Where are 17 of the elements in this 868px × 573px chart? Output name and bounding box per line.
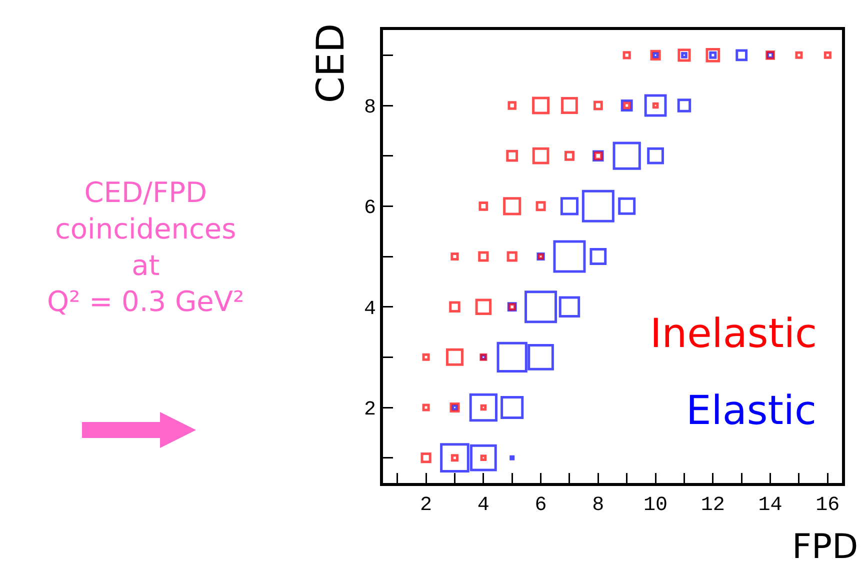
text: Elastic (686, 388, 817, 434)
x-tick-label: 8 (592, 494, 604, 517)
x-tick-label: 14 (758, 494, 782, 517)
x-tick-label: 10 (644, 494, 668, 517)
y-tick-label: 4 (364, 298, 376, 321)
x-tick-label: 16 (816, 494, 840, 517)
text: CED/FPD coincidences at Q² = 0.3 GeV² (47, 176, 244, 318)
x-axis-title: FPD (792, 527, 858, 567)
y-tick-label: 6 (364, 197, 376, 220)
y-tick-label: 8 (364, 96, 376, 120)
text: Inelastic (650, 311, 818, 357)
y-tick-label: 2 (364, 398, 376, 422)
x-tick-label: 6 (534, 494, 547, 517)
x-tick-label: 12 (700, 494, 725, 517)
y-axis-title: CED (308, 23, 352, 104)
x-tick-label: 2 (420, 494, 432, 517)
x-tick-label: 4 (477, 494, 490, 517)
